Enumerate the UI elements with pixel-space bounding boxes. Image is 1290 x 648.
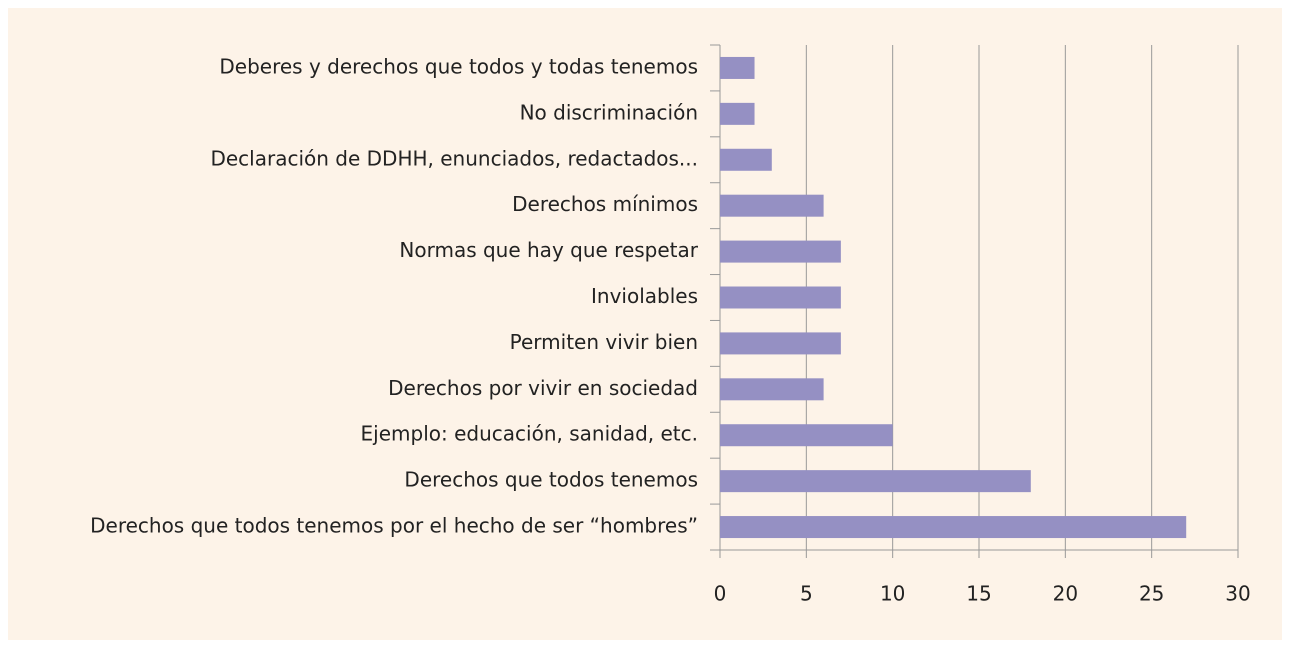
x-tick-label: 5 [800,582,813,606]
y-tick-label: Derechos que todos tenemos [404,468,698,492]
y-tick-label: Derechos mínimos [512,192,698,216]
y-tick-label: Deberes y derechos que todos y todas ten… [219,54,698,78]
bar [720,102,755,125]
bar [720,470,1031,493]
bar [720,424,893,447]
x-tick-label: 30 [1225,582,1250,606]
x-tick-label: 20 [1053,582,1078,606]
x-tick-label: 15 [966,582,991,606]
y-tick-label: Ejemplo: educación, sanidad, etc. [361,422,698,446]
y-tick-label: No discriminación [520,100,698,124]
bar [720,240,841,263]
y-tick-label: Derechos que todos tenemos por el hecho … [90,514,698,538]
y-tick-label: Normas que hay que respetar [399,238,698,262]
y-tick-label: Declaración de DDHH, enunciados, redacta… [210,146,698,170]
x-tick-label: 0 [714,582,727,606]
y-tick-label: Inviolables [591,284,698,308]
y-tick-label: Permiten vivir bien [510,330,698,354]
bar [720,56,755,79]
bar [720,516,1187,539]
bar [720,332,841,355]
x-tick-label: 10 [880,582,905,606]
x-tick-label: 25 [1139,582,1164,606]
bar [720,194,824,217]
bar [720,148,772,171]
y-tick-label: Derechos por vivir en sociedad [388,376,698,400]
bar [720,378,824,401]
bar [720,286,841,309]
